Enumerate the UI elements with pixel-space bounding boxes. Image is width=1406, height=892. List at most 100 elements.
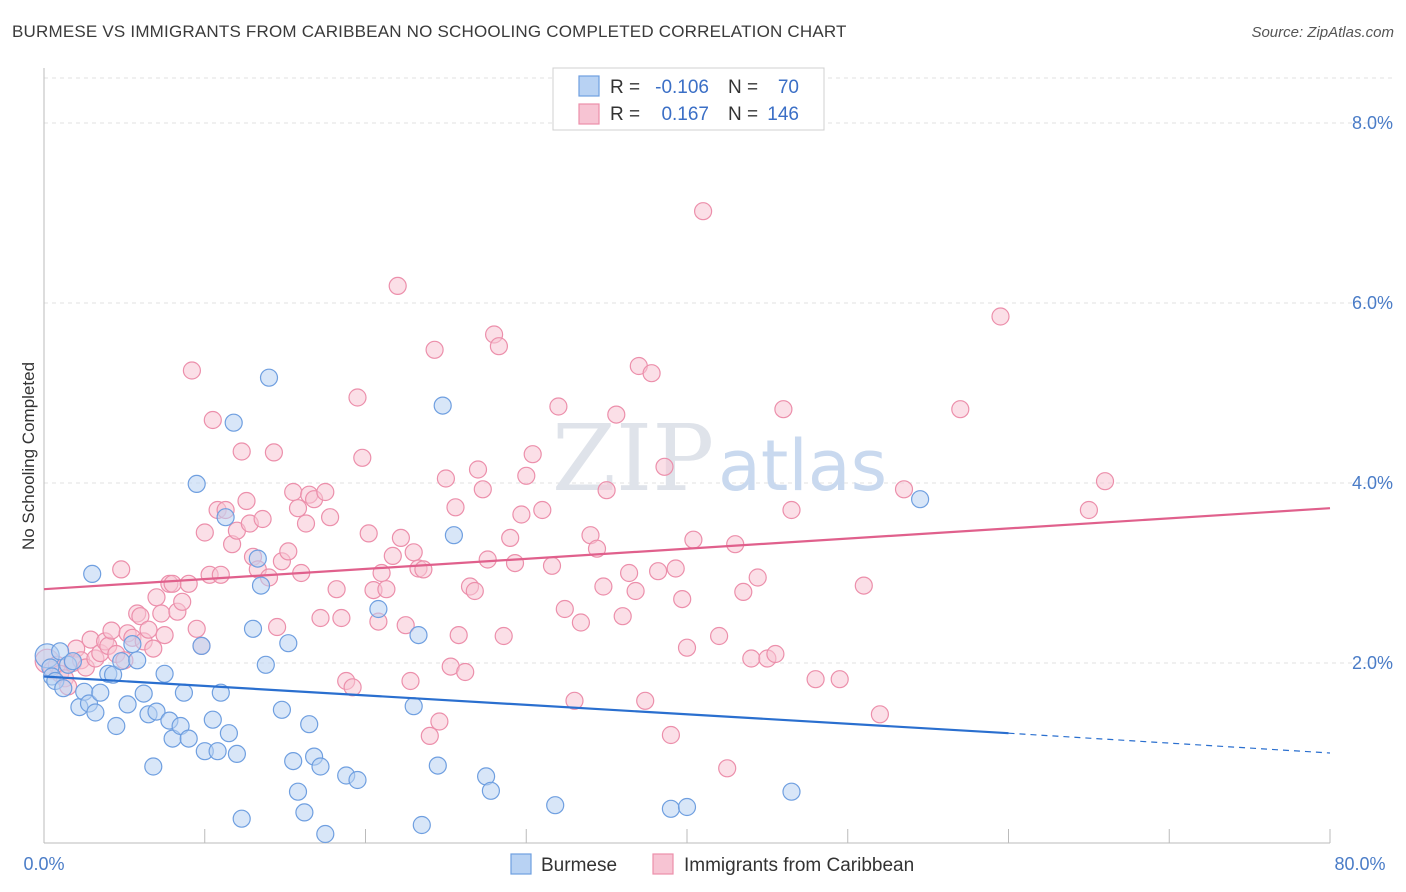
caribbean-point	[139, 620, 158, 639]
burmese-point	[481, 781, 500, 800]
caribbean-point	[253, 509, 272, 529]
caribbean-point	[179, 574, 198, 593]
caribbean-point	[684, 530, 703, 549]
burmese-point	[232, 809, 251, 828]
burmese-point	[243, 619, 263, 638]
caribbean-point	[661, 725, 681, 745]
trend-lines	[43, 507, 1331, 754]
caribbean-point	[232, 442, 251, 461]
burmese-point	[546, 796, 565, 815]
burmese-point	[144, 757, 163, 776]
watermark: ZIP atlas	[552, 405, 887, 512]
bottom-legend-swatch-burmese	[510, 853, 532, 875]
caribbean-point	[533, 500, 552, 520]
burmese-point	[677, 797, 697, 817]
caribbean-point	[774, 400, 793, 419]
caribbean-point	[155, 625, 174, 645]
burmese-point	[224, 413, 243, 432]
caribbean-point	[494, 626, 513, 646]
burmese-point	[128, 651, 147, 670]
burmese-point	[50, 642, 70, 661]
source-credit: Source: ZipAtlas.com	[1251, 24, 1394, 41]
caribbean-point	[677, 638, 697, 657]
burmese-point	[910, 490, 930, 509]
burmese-point	[211, 683, 230, 702]
burmese-point	[661, 799, 681, 818]
caribbean-point	[991, 307, 1010, 326]
caribbean-point	[806, 670, 825, 689]
legend-n-value-2: 146	[767, 104, 799, 125]
caribbean-point	[112, 560, 131, 579]
burmese-point	[216, 508, 235, 527]
legend-n-label-2: N =	[728, 104, 758, 125]
caribbean-point	[449, 625, 468, 645]
burmese-point	[54, 679, 73, 698]
caribbean-point	[446, 498, 465, 517]
burmese-point	[259, 368, 279, 387]
caribbean-point	[505, 553, 525, 573]
series-burmese-points	[34, 368, 930, 844]
caribbean-point	[359, 524, 378, 543]
caribbean-point	[264, 443, 283, 462]
x-tick-label-min: 0.0%	[23, 854, 64, 874]
caribbean-point	[383, 546, 402, 566]
burmese-point	[187, 474, 206, 493]
caribbean-point	[420, 726, 439, 746]
burmese-point	[248, 549, 267, 568]
caribbean-point	[565, 691, 584, 710]
burmese-point	[433, 396, 452, 415]
burmese-point	[107, 716, 126, 736]
burmese-point	[63, 652, 83, 671]
caribbean-point	[468, 460, 488, 479]
burmese-point	[316, 824, 335, 844]
burmese-point	[428, 756, 447, 775]
burmese-point	[409, 625, 428, 645]
caribbean-point	[473, 480, 492, 499]
caribbean-point	[478, 550, 497, 569]
caribbean-point	[182, 361, 201, 380]
burmese-point	[284, 751, 303, 771]
caribbean-point	[951, 400, 970, 419]
caribbean-point	[648, 562, 668, 581]
burmese-point	[219, 724, 238, 743]
watermark-atlas: atlas	[718, 425, 887, 507]
series-legend: Burmese Immigrants from Caribbean	[510, 853, 914, 876]
caribbean-point	[489, 337, 508, 356]
caribbean-point	[284, 482, 303, 502]
legend-r-label-2: R =	[610, 104, 640, 125]
caribbean-point	[693, 202, 713, 221]
caribbean-point	[404, 543, 423, 562]
caribbean-point	[296, 514, 316, 533]
legend-swatch-burmese	[578, 75, 600, 97]
burmese-point	[279, 634, 298, 653]
caribbean-point	[501, 528, 520, 548]
caribbean-point	[343, 678, 362, 697]
legend-r-label-1: R =	[610, 77, 640, 98]
caribbean-point	[237, 491, 256, 511]
caribbean-point	[327, 580, 346, 599]
caribbean-point	[1095, 472, 1115, 491]
x-tick-marks	[204, 829, 1331, 843]
y-axis-label: No Schooling Completed	[19, 362, 38, 550]
caribbean-point	[587, 539, 607, 558]
caribbean-point	[718, 759, 737, 778]
legend-r-value-2: 0.167	[661, 104, 709, 125]
caribbean-point	[211, 565, 230, 584]
caribbean-point	[766, 644, 785, 664]
caribbean-point	[316, 482, 335, 502]
caribbean-point	[414, 560, 433, 579]
legend-r-value-1: -0.106	[655, 77, 709, 98]
caribbean-point	[549, 397, 568, 416]
caribbean-point	[709, 626, 729, 646]
caribbean-point	[673, 589, 692, 609]
caribbean-point	[279, 542, 298, 561]
burmese-point	[348, 770, 367, 790]
caribbean-point	[396, 616, 415, 635]
burmese-point	[444, 526, 463, 545]
caribbean-point	[894, 480, 914, 499]
caribbean-point	[332, 608, 351, 628]
caribbean-point	[512, 505, 531, 524]
gridlines	[44, 77, 1392, 664]
burmese-point	[295, 803, 314, 822]
